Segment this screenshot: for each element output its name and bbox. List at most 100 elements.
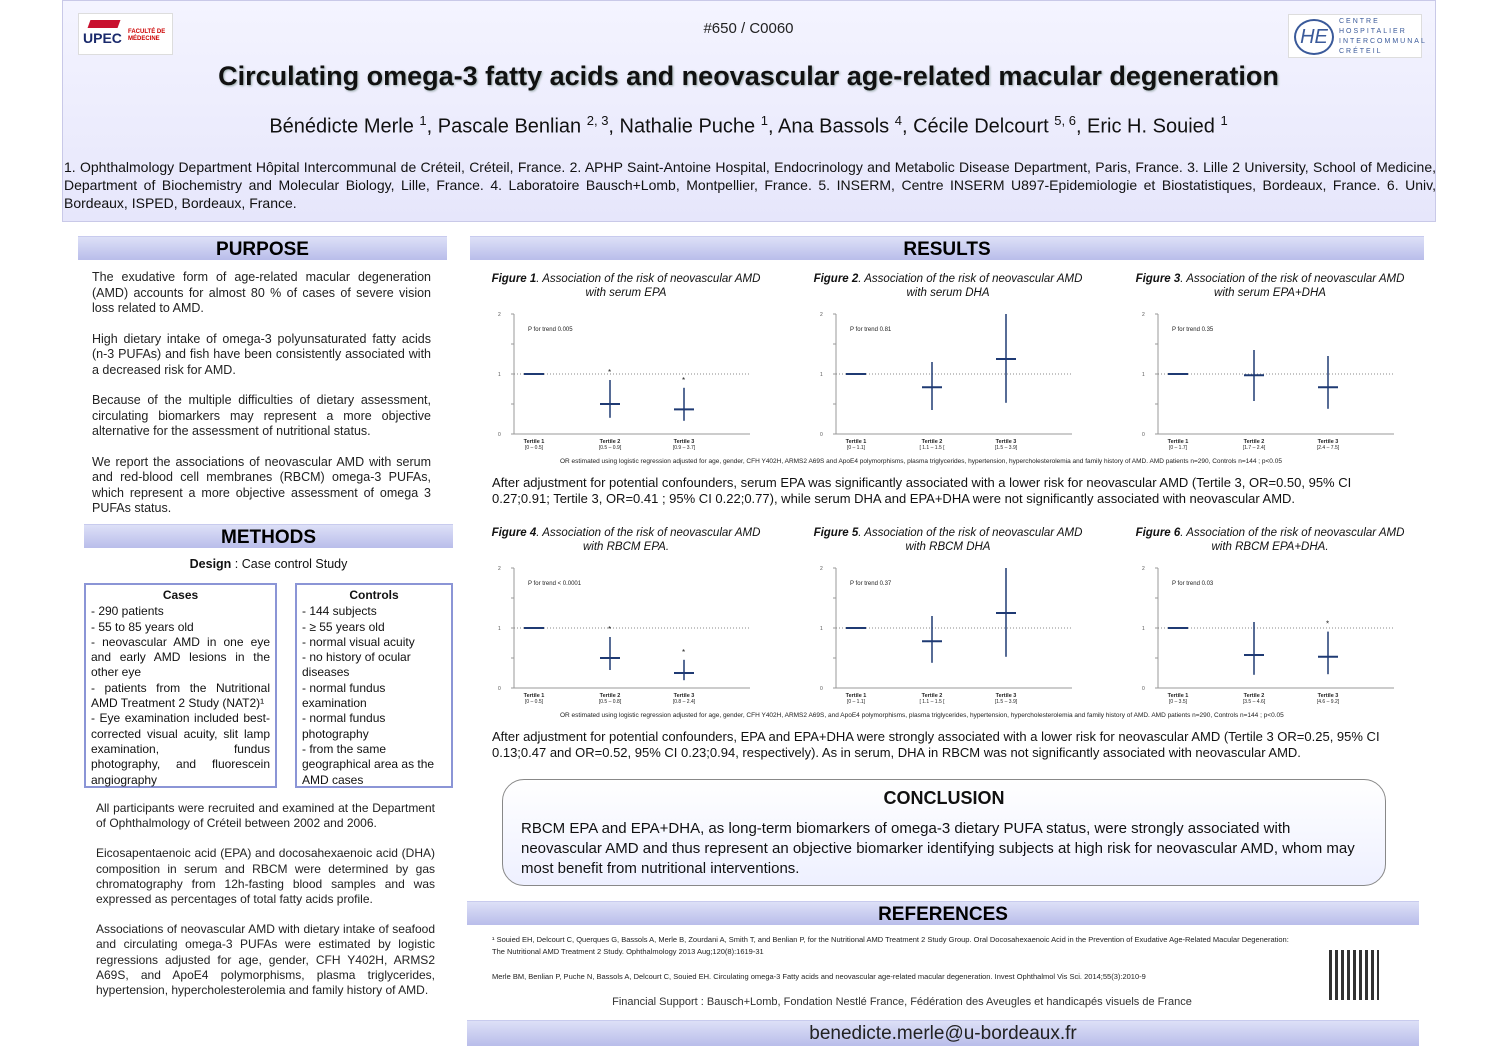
y-tick-label: 0 [820,432,823,438]
author-affiliation-number: 1 [1220,113,1228,128]
chic-logo-line: HOSPITALIER [1339,28,1407,35]
purpose-text: The exudative form of age-related macula… [92,270,431,532]
figure-label: Figure 1 [491,273,537,285]
figure-6: Figure 6. Association of the risk of neo… [1124,526,1416,711]
reference-2: Merle BM, Benlian P, Puche N, Bassols A,… [492,972,1146,981]
chic-logo-line: CENTRE [1339,18,1380,25]
list-item: - patients from the Nutritional AMD Trea… [91,680,270,711]
x-tick-range: [0 – 1.7] [1169,445,1188,450]
figure-label: Figure 4 [491,527,537,539]
paragraph: Associations of neovascular AMD with die… [96,922,435,998]
x-tick-label: Tertile 2 [1244,439,1265,445]
figure-footnote-2: OR estimated using logistic regression a… [560,712,1284,719]
results-heading: RESULTS [470,236,1424,260]
figure-label: Figure 5 [813,527,859,539]
figure-2: Figure 2. Association of the risk of neo… [802,272,1094,457]
x-tick-range: [1.7 – 2.4[ [1243,445,1266,450]
x-tick-label: Tertile 3 [996,439,1017,445]
conclusion-text: RBCM EPA and EPA+DHA, as long-term bioma… [521,820,1355,877]
x-tick-range: [0.5 – 0.8[ [599,699,622,704]
paragraph: The exudative form of age-related macula… [92,270,431,315]
cases-list: - 290 patients - 55 to 85 years old - neov… [91,604,270,788]
paragraph: Eicosapentaenoic acid (EPA) and docosahe… [96,846,435,907]
figure-caption-text: . Association of the risk of neovascular… [858,527,1083,553]
y-tick-label: 2 [1142,312,1145,318]
chic-logo-text: CENTRE HOSPITALIER INTERCOMMUNAL CRÉTEIL [1339,17,1427,57]
author-name: , Cécile Delcourt [901,115,1055,138]
x-tick-range: [ 1.1 – 1.5 [ [919,445,945,450]
funding: Financial Support : Bausch+Lomb, Fondati… [612,996,1192,1008]
qr-code[interactable] [1329,950,1379,1000]
y-tick-label: 2 [820,566,823,572]
trend-annotation: P for trend 0.35 [1172,327,1214,333]
list-item: - neovascular AMD in one eye and early A… [91,634,270,680]
figure-4: Figure 4. Association of the risk of neo… [480,526,772,711]
x-tick-range: [0 – 0.5] [525,699,544,704]
figure-caption: Figure 6. Association of the risk of neo… [1124,526,1416,554]
author-name: , Ana Bassols [767,115,895,138]
conclusion-heading: CONCLUSION [883,788,1005,808]
x-tick-range: [1.5 – 3.9] [995,699,1018,704]
x-tick-range: [0.9 – 3.7] [673,445,696,450]
trend-annotation: P for trend < 0.0001 [528,581,582,587]
x-tick-range: [0 – 1.1] [847,445,866,450]
design-label: Design [189,557,232,571]
upec-logo-text: UPEC [83,30,122,46]
x-tick-label: Tertile 1 [1168,693,1189,699]
author-affiliation-number: 4 [894,113,902,128]
forest-plot: 0 1 2 P for trend 0.37 Tertile 1[0 – 1.1] Ter… [820,566,1072,705]
design-line: Design : Case control Study [84,557,453,571]
significance-star: * [608,368,611,377]
author-name: , Eric H. Souied [1075,115,1221,138]
figure-caption-text: . Association of the risk of neovascular… [536,527,761,553]
y-tick-label: 1 [498,626,501,632]
figure-footnote-1: OR estimated using logistic regression a… [560,458,1282,465]
reference-1: ¹ Souied EH, Delcourt C, Querques G, Bas… [492,935,1289,956]
forest-plot: 0 1 2 P for trend 0.35 Tertile 1[0 – 1.7] Ter… [1142,312,1394,451]
x-tick-label: Tertile 3 [996,693,1017,699]
x-tick-label: Tertile 1 [846,693,867,699]
y-tick-label: 0 [498,432,501,438]
cases-box: Cases - 290 patients - 55 to 85 years old… [84,583,277,788]
figure-caption: Figure 3. Association of the risk of neo… [1124,272,1416,300]
chic-logo-line: INTERCOMMUNAL [1339,38,1427,45]
list-item: - normal visual acuity [302,634,415,649]
x-tick-label: Tertile 2 [922,439,943,445]
conclusion-box: CONCLUSION RBCM EPA and EPA+DHA, as long… [502,779,1386,886]
affiliations: 1. Ophthalmology Department Hôpital Inte… [64,159,1436,211]
x-tick-range: [0 – 1.1] [847,699,866,704]
trend-annotation: P for trend 0.005 [528,327,573,333]
y-tick-label: 2 [820,312,823,318]
figure-caption: Figure 2. Association of the risk of neo… [802,272,1094,300]
x-tick-label: Tertile 2 [922,693,943,699]
email-bar: benedicte.merle@u-bordeaux.fr [467,1020,1419,1046]
contact-email[interactable]: benedicte.merle@u-bordeaux.fr [809,1023,1077,1044]
significance-star: * [1326,620,1329,629]
list-item: - 290 patients [91,604,164,619]
list-item: - normal fundus examination [302,680,386,711]
paragraph: High dietary intake of omega-3 polyunsat… [92,331,431,377]
y-tick-label: 1 [820,626,823,632]
figure-label: Figure 6 [1135,527,1181,539]
x-tick-label: Tertile 1 [524,693,545,699]
cases-title: Cases [162,588,199,602]
y-tick-label: 2 [498,566,501,572]
x-tick-range: [0 – 0.5] [525,445,544,450]
y-tick-label: 0 [1142,432,1145,438]
y-tick-label: 2 [498,312,501,318]
trend-annotation: P for trend 0.81 [850,327,892,333]
author-name: , Nathalie Puche [608,115,761,138]
list-item: - ≥ 55 years old [302,619,385,634]
design-text: : Case control Study [231,557,348,571]
x-tick-label: Tertile 2 [600,439,621,445]
y-tick-label: 2 [1142,566,1145,572]
x-tick-label: Tertile 2 [600,693,621,699]
upec-logo-sub: FACULTÉ DE MÉDECINE [128,29,166,42]
methods-text: All participants were recruited and exam… [96,801,435,1013]
y-tick-label: 1 [498,372,501,378]
x-tick-label: Tertile 3 [1318,439,1339,445]
list-item: - normal fundus photography [302,711,386,741]
poster-id: #650 / C0060 [703,20,794,37]
controls-box: Controls - 144 subjects - ≥ 55 years old -… [295,583,453,788]
list-item: - 55 to 85 years old [91,619,194,634]
